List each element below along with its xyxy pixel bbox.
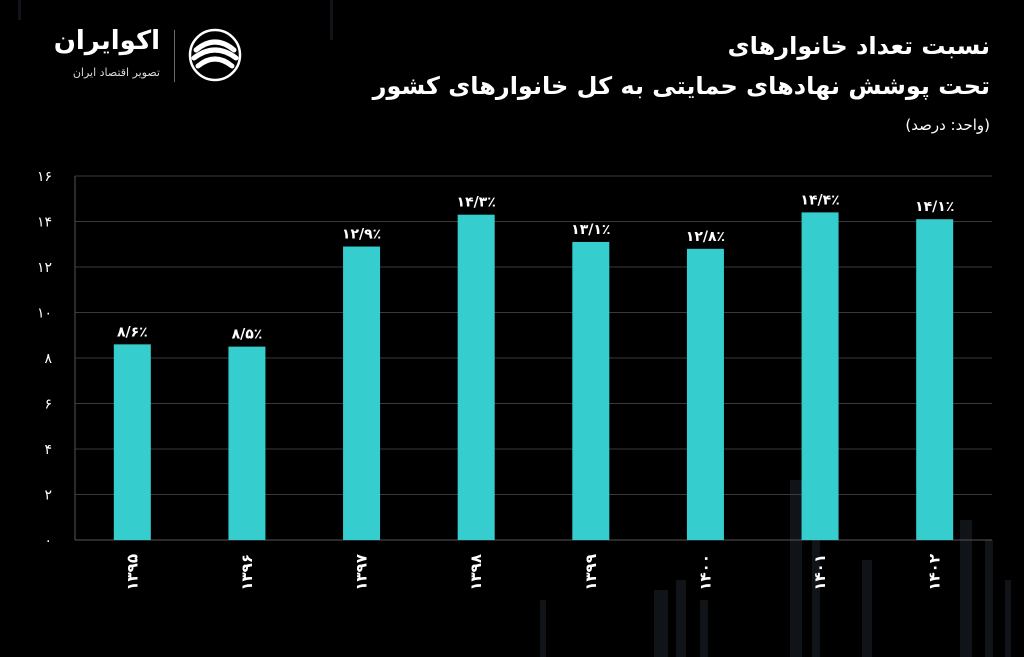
data-label: ۱۲/۸٪ <box>686 229 725 245</box>
decor-bar <box>862 560 872 657</box>
y-tick-label: ۸ <box>44 351 52 367</box>
decor-bar <box>790 480 802 657</box>
decor-bar <box>960 520 972 657</box>
x-tick-label: ۱۴۰۲ <box>926 554 944 591</box>
x-tick-label: ۱۳۹۹ <box>582 554 600 591</box>
data-label: ۱۴/۱٪ <box>915 199 954 215</box>
bar <box>572 241 610 540</box>
data-label: ۱۳/۱٪ <box>571 222 610 238</box>
decor-bar <box>540 600 546 657</box>
decor-bar <box>18 0 21 20</box>
decor-bar <box>985 540 993 657</box>
x-axis: ۱۳۹۵ ۱۳۹۶ ۱۳۹۷ ۱۳۹۸ ۱۳۹۹ ۱۴۰۰ ۱۴۰۱ ۱۴۰۲ <box>123 554 943 591</box>
unit-note: (واحد: درصد) <box>905 116 990 134</box>
y-tick-label: ۱۶ <box>37 169 52 185</box>
bar <box>916 219 954 540</box>
y-tick-label: ۱۴ <box>37 215 52 231</box>
chart-title-line-2: تحت پوشش نهادهای حمایتی به کل خانوارهای … <box>372 72 990 100</box>
y-tick-label: ۱۰ <box>37 306 52 322</box>
data-label: ۸/۶٪ <box>117 324 148 340</box>
brand-tagline: تصویر اقتصاد ایران <box>72 66 160 79</box>
x-tick-label: ۱۳۹۸ <box>467 554 485 591</box>
chart-title-line-1: نسبت تعداد خانوارهای <box>727 32 990 60</box>
y-tick-label: ۲ <box>44 488 52 504</box>
decor-bar <box>654 590 668 657</box>
bars <box>113 212 954 541</box>
y-tick-label: ۴ <box>44 442 52 458</box>
bar <box>457 214 495 541</box>
brand-logo: اکوایران تصویر اقتصاد ایران <box>38 26 250 84</box>
data-label: ۱۲/۹٪ <box>342 227 381 243</box>
x-tick-label: ۱۳۹۶ <box>238 554 256 591</box>
data-label: ۱۴/۴٪ <box>800 192 839 208</box>
decor-bar <box>330 0 333 40</box>
x-tick-label: ۱۳۹۷ <box>353 554 371 591</box>
bar <box>801 212 839 540</box>
x-tick-label: ۱۴۰۱ <box>811 554 829 591</box>
y-axis: ۰ ۲ ۴ ۶ ۸ ۱۰ ۱۲ ۱۴ ۱۶ <box>37 169 53 549</box>
logo-divider <box>174 30 175 82</box>
bar <box>228 346 266 540</box>
decor-bar <box>1005 580 1011 657</box>
bar <box>686 248 724 541</box>
bar <box>343 246 381 540</box>
y-tick-label: ۶ <box>44 397 52 413</box>
ecoiran-logo-icon <box>188 28 242 82</box>
decor-bar <box>812 520 820 657</box>
decor-bar <box>676 580 686 657</box>
brand-name: اکوایران <box>53 26 160 56</box>
data-label: ۱۴/۳٪ <box>457 195 496 211</box>
decor-bar <box>700 600 708 657</box>
y-tick-label: ۰ <box>44 533 52 549</box>
x-tick-label: ۱۳۹۵ <box>123 554 141 591</box>
bar <box>113 344 151 540</box>
grid-lines <box>74 175 992 541</box>
data-label: ۸/۵٪ <box>232 327 263 343</box>
y-tick-label: ۱۲ <box>37 260 52 276</box>
x-tick-label: ۱۴۰۰ <box>696 554 714 591</box>
data-labels: ۸/۶٪ ۸/۵٪ ۱۲/۹٪ ۱۴/۳٪ ۱۳/۱٪ ۱۲/۸٪ ۱۴/۴٪ ۱۴/۱٪ <box>117 192 954 342</box>
